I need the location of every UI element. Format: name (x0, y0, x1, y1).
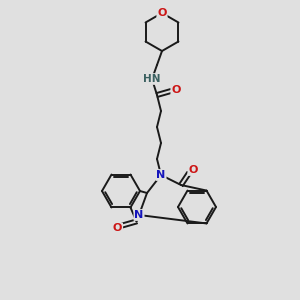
Text: HN: HN (143, 74, 161, 84)
Text: O: O (188, 165, 198, 175)
Text: O: O (113, 224, 122, 233)
Text: N: N (134, 210, 144, 220)
Text: O: O (171, 85, 181, 95)
Text: N: N (156, 170, 166, 180)
Text: O: O (157, 8, 167, 18)
